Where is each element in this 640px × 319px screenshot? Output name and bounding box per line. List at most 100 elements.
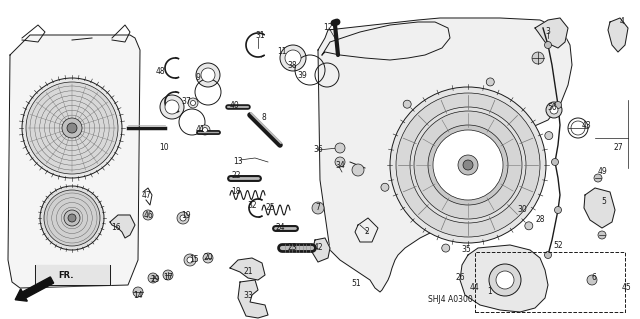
Text: SHJ4 A0300: SHJ4 A0300 — [428, 295, 473, 305]
Circle shape — [202, 128, 207, 132]
Circle shape — [496, 271, 514, 289]
Text: FR.: FR. — [58, 271, 74, 279]
Text: 36: 36 — [313, 145, 323, 154]
Text: 20: 20 — [203, 254, 213, 263]
Text: 41: 41 — [195, 125, 205, 135]
Circle shape — [200, 125, 210, 135]
Circle shape — [133, 287, 143, 297]
Circle shape — [26, 82, 118, 174]
Text: 45: 45 — [621, 284, 631, 293]
Text: 42: 42 — [313, 243, 323, 253]
Text: 37: 37 — [181, 98, 191, 107]
Circle shape — [352, 164, 364, 176]
Text: 51: 51 — [351, 278, 361, 287]
Circle shape — [203, 253, 213, 263]
Circle shape — [433, 130, 503, 200]
Circle shape — [486, 78, 494, 86]
Circle shape — [64, 210, 80, 226]
Text: 12: 12 — [323, 24, 333, 33]
Circle shape — [396, 93, 540, 237]
Polygon shape — [35, 265, 110, 285]
Circle shape — [442, 244, 450, 252]
Circle shape — [489, 264, 521, 296]
Text: 17: 17 — [163, 273, 173, 283]
Circle shape — [148, 273, 158, 283]
Text: 35: 35 — [461, 246, 471, 255]
Circle shape — [550, 106, 558, 114]
Circle shape — [163, 270, 173, 280]
Circle shape — [554, 101, 561, 108]
Circle shape — [184, 254, 196, 266]
Text: 48: 48 — [155, 68, 165, 77]
Text: 29: 29 — [150, 276, 160, 285]
Circle shape — [40, 186, 104, 250]
Text: 23: 23 — [287, 243, 297, 253]
Circle shape — [403, 100, 411, 108]
Text: 7: 7 — [316, 204, 321, 212]
Text: 22: 22 — [231, 170, 241, 180]
Polygon shape — [110, 215, 135, 238]
Circle shape — [62, 118, 82, 138]
Text: 21: 21 — [243, 268, 253, 277]
Polygon shape — [238, 280, 268, 318]
Text: 50: 50 — [547, 103, 557, 113]
Circle shape — [381, 183, 389, 191]
Circle shape — [545, 41, 552, 48]
Polygon shape — [318, 18, 572, 292]
Text: 10: 10 — [159, 144, 169, 152]
Circle shape — [177, 212, 189, 224]
Text: 32: 32 — [247, 201, 257, 210]
Text: 44: 44 — [469, 284, 479, 293]
Circle shape — [160, 95, 184, 119]
Text: 13: 13 — [233, 158, 243, 167]
Circle shape — [143, 210, 153, 220]
Text: 26: 26 — [455, 273, 465, 283]
Circle shape — [335, 157, 345, 167]
Circle shape — [196, 63, 220, 87]
Circle shape — [68, 214, 76, 222]
Text: 33: 33 — [243, 291, 253, 300]
Circle shape — [22, 78, 122, 178]
Circle shape — [598, 231, 606, 239]
Circle shape — [280, 45, 306, 71]
Text: 30: 30 — [517, 205, 527, 214]
Circle shape — [44, 190, 100, 246]
Polygon shape — [8, 35, 140, 288]
Text: 15: 15 — [189, 256, 199, 264]
Text: 40: 40 — [229, 100, 239, 109]
Text: 27: 27 — [613, 144, 623, 152]
Text: 1: 1 — [488, 287, 492, 296]
Circle shape — [335, 143, 345, 153]
Polygon shape — [312, 238, 330, 262]
Circle shape — [428, 125, 508, 205]
Polygon shape — [608, 18, 628, 52]
Text: 2: 2 — [365, 227, 369, 236]
Circle shape — [414, 111, 522, 219]
Text: 5: 5 — [602, 197, 607, 206]
Circle shape — [545, 131, 553, 140]
Circle shape — [187, 257, 193, 263]
Circle shape — [410, 107, 526, 223]
Text: 24: 24 — [275, 224, 285, 233]
Text: 14: 14 — [133, 291, 143, 300]
Bar — [475, 252, 625, 312]
Text: 34: 34 — [335, 160, 345, 169]
Circle shape — [285, 50, 301, 66]
Text: 4: 4 — [620, 18, 625, 26]
Circle shape — [180, 215, 186, 221]
Polygon shape — [584, 188, 615, 228]
Polygon shape — [460, 245, 548, 312]
Text: 49: 49 — [597, 167, 607, 176]
Circle shape — [458, 155, 478, 175]
Text: 46: 46 — [143, 211, 153, 219]
Text: 9: 9 — [196, 73, 200, 83]
Circle shape — [188, 98, 198, 108]
Circle shape — [525, 222, 533, 230]
Text: 28: 28 — [535, 216, 545, 225]
Circle shape — [463, 160, 473, 170]
Circle shape — [594, 174, 602, 182]
Text: 11: 11 — [277, 48, 287, 56]
Text: 38: 38 — [287, 61, 297, 70]
Text: 8: 8 — [262, 114, 266, 122]
Circle shape — [545, 251, 552, 258]
